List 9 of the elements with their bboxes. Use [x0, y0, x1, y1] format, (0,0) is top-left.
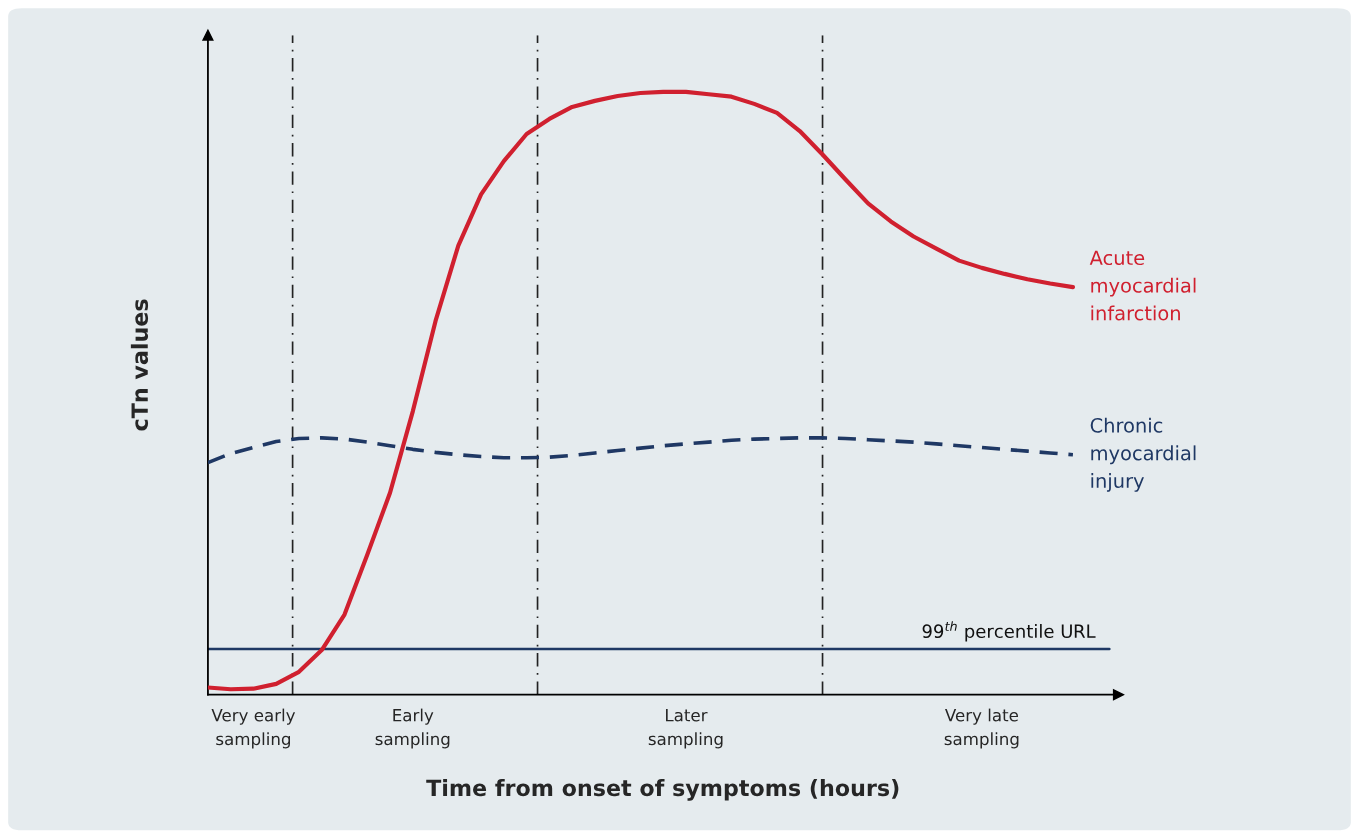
y-axis-title: cTn values: [130, 299, 149, 431]
series-label: Acute myocardial infarction: [1089, 250, 1196, 321]
series-label: Chronic myocardial injury: [1090, 417, 1196, 492]
x-tick-label: Early sampling: [375, 708, 450, 749]
ref-line-label: 99$^{th}$ percentile URL: [922, 621, 1096, 642]
x-tick-label: Very early sampling: [211, 708, 296, 749]
x-tick-label: Later sampling: [648, 709, 723, 749]
x-tick-label: Very late sampling: [944, 708, 1019, 749]
x-axis-title: Time from onset of symptoms (hours): [426, 779, 899, 801]
